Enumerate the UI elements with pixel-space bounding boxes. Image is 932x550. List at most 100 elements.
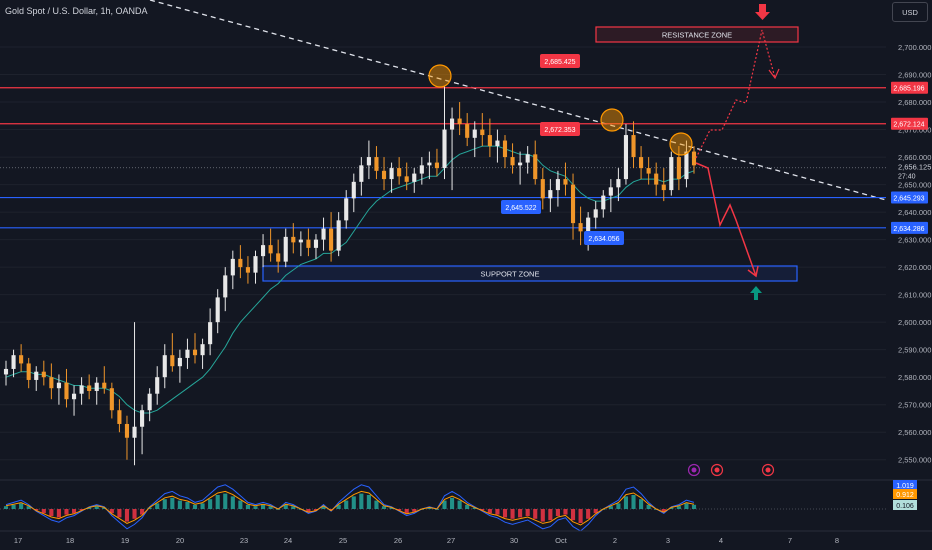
- macd-histogram-bar: [578, 509, 583, 523]
- candle-body: [586, 217, 591, 232]
- macd-histogram-bar: [616, 503, 621, 509]
- candle-body: [19, 355, 24, 364]
- macd-histogram-bar: [238, 500, 243, 509]
- candle-body: [102, 382, 107, 389]
- macd-histogram-bar: [646, 504, 651, 509]
- candle-body: [608, 187, 613, 196]
- candle-body: [684, 151, 689, 180]
- price-callout-bg: [540, 122, 580, 136]
- x-tick-label: 24: [284, 536, 292, 545]
- candle-body: [276, 253, 281, 262]
- candle-body: [495, 140, 500, 147]
- candle-body: [291, 236, 296, 243]
- macd-histogram-bar: [351, 496, 356, 509]
- candle-body: [208, 322, 213, 345]
- x-tick-label: 27: [447, 536, 455, 545]
- candle-body: [389, 168, 394, 180]
- macd-histogram-bar: [147, 507, 152, 509]
- macd-histogram-bar: [608, 506, 613, 509]
- macd-histogram-bar: [64, 509, 69, 515]
- candle-body: [268, 245, 273, 254]
- candle-body: [336, 220, 341, 251]
- macd-histogram-bar: [208, 499, 213, 509]
- candle-body: [147, 393, 152, 411]
- candle-body: [253, 256, 258, 273]
- candle-body: [185, 349, 190, 358]
- macd-histogram-bar: [457, 500, 462, 509]
- macd-histogram-bar: [412, 509, 417, 512]
- price-level-tag: 2,685.196: [893, 86, 924, 93]
- candle-body: [41, 371, 46, 378]
- macd-value-tag: 1.019: [896, 483, 914, 490]
- candle-body: [64, 382, 69, 400]
- currency-button[interactable]: USD: [892, 2, 928, 22]
- macd-value-tag: 0.106: [896, 503, 914, 510]
- x-tick-label: 26: [394, 536, 402, 545]
- candle-body: [34, 371, 39, 380]
- x-tick-label: 8: [835, 536, 839, 545]
- candle-body: [639, 157, 644, 169]
- price-level-tag-bg: [891, 117, 928, 130]
- candle-body: [177, 357, 182, 367]
- candle-body: [465, 124, 470, 138]
- candle-body: [502, 140, 508, 158]
- x-tick-label: 25: [339, 536, 347, 545]
- macd-histogram-bar: [593, 509, 598, 514]
- candle-body: [510, 157, 515, 166]
- macd-histogram-bar: [548, 509, 553, 521]
- macd-histogram-bar: [132, 509, 137, 519]
- candle-body: [26, 363, 31, 380]
- resistance-zone: [595, 26, 799, 43]
- price-callout-bg: [501, 200, 541, 214]
- candle-body: [192, 349, 198, 356]
- candle-body: [170, 355, 175, 367]
- macd-histogram-bar: [321, 506, 326, 509]
- candle-body: [442, 129, 447, 169]
- macd-histogram-bar: [684, 503, 689, 509]
- candle-body: [450, 118, 455, 130]
- candle-body: [162, 355, 167, 378]
- candle-body: [646, 168, 651, 174]
- candle-body: [487, 135, 492, 147]
- candle-body: [578, 223, 583, 232]
- candle-body: [124, 423, 130, 438]
- candle-body: [366, 157, 371, 166]
- macd-histogram-bar: [495, 509, 500, 515]
- macd-histogram-bar: [518, 509, 523, 518]
- y-tick-label: 2,610.000: [898, 291, 931, 300]
- macd-histogram-bar: [344, 500, 349, 509]
- macd-histogram-bar: [533, 509, 538, 519]
- x-tick-label: 19: [121, 536, 129, 545]
- candle-body: [245, 267, 250, 273]
- peak-marker: [600, 108, 624, 132]
- y-tick-label: 2,590.000: [898, 346, 931, 355]
- macd-histogram-bar: [586, 509, 591, 519]
- candle-body: [344, 198, 349, 221]
- macd-histogram-bar: [94, 506, 99, 509]
- macd-value-tag-bg: [893, 489, 917, 499]
- y-tick-label: 2,690.000: [898, 71, 931, 80]
- candle-body: [518, 162, 523, 166]
- candle-body: [434, 162, 440, 169]
- price-callout-bg: [584, 231, 624, 245]
- candle-body: [404, 176, 409, 182]
- candle-body: [321, 228, 326, 240]
- macd-histogram-bar: [661, 509, 666, 512]
- macd-histogram-bar: [253, 506, 258, 509]
- macd-histogram-bar: [623, 496, 629, 509]
- price-level-tag-bg: [891, 81, 928, 94]
- candle-body: [631, 135, 636, 158]
- y-tick-label: 2,620.000: [898, 263, 931, 272]
- macd-histogram-bar: [3, 506, 9, 509]
- candle-body: [533, 154, 538, 180]
- macd-histogram-bar: [570, 509, 576, 521]
- candle-body: [669, 157, 674, 191]
- candle-body: [616, 179, 621, 188]
- macd-histogram-bar: [49, 509, 54, 516]
- macd-histogram-bar: [140, 509, 145, 515]
- macd-histogram-bar: [306, 509, 311, 512]
- candle-body: [283, 236, 288, 262]
- price-callout: 2,685.425: [544, 59, 575, 66]
- x-tick-label: 20: [176, 536, 184, 545]
